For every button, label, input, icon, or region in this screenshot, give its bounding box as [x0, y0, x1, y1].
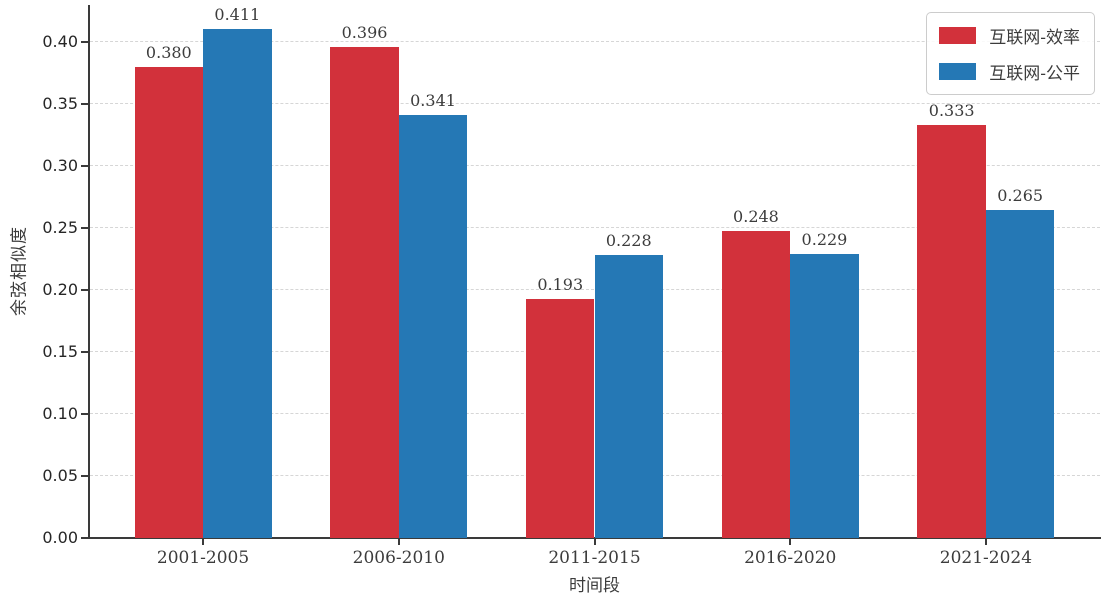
y-tick-mark: [81, 103, 88, 106]
bar-s0-c4: [917, 125, 986, 538]
bar-s1-c2: [594, 255, 663, 538]
x-tick-label: 2016-2020: [744, 548, 837, 568]
bar-value-label: 0.396: [341, 23, 388, 43]
y-tick-label: 0.05: [42, 466, 78, 486]
y-tick-mark: [81, 289, 88, 292]
x-tick-mark: [984, 539, 987, 545]
y-tick-mark: [81, 351, 88, 354]
bar-s1-c0: [203, 28, 272, 538]
bar-s0-c2: [526, 298, 595, 538]
x-tick-mark: [202, 539, 205, 545]
bar-value-label: 0.229: [801, 230, 848, 250]
y-tick-label: 0.15: [42, 342, 78, 362]
y-tick-label: 0.40: [42, 32, 78, 52]
y-tick-mark: [81, 41, 88, 44]
bar-value-label: 0.228: [605, 231, 652, 251]
bar-s1-c4: [985, 209, 1055, 538]
y-tick-label: 0.10: [42, 404, 78, 424]
bar-s0-c3: [721, 230, 791, 538]
legend: 互联网-效率 互联网-公平: [926, 12, 1095, 95]
y-axis-spine: [88, 5, 90, 539]
gridline: [90, 227, 1100, 229]
legend-label: 互联网-效率: [989, 28, 1080, 48]
bar-s0-c0: [134, 66, 204, 538]
gridline: [90, 165, 1100, 167]
y-tick-mark: [81, 475, 88, 478]
x-tick-label: 2006-2010: [352, 548, 445, 568]
x-tick-label: 2001-2005: [156, 548, 250, 568]
bar-value-label: 0.411: [214, 4, 261, 24]
bar-value-label: 0.248: [733, 206, 779, 226]
y-tick-label: 0.30: [42, 156, 78, 176]
legend-item: 互联网-效率: [939, 23, 1080, 48]
y-tick-label: 0.20: [42, 280, 78, 300]
bar-s1-c1: [398, 115, 468, 538]
y-axis-title: 余弦相似度: [9, 226, 30, 316]
x-tick-mark: [789, 539, 792, 545]
x-tick-mark: [593, 539, 596, 545]
bar-value-label: 0.193: [537, 274, 584, 294]
x-tick-mark: [397, 539, 400, 545]
y-tick-mark: [81, 537, 88, 539]
bar-value-label: 0.333: [928, 101, 975, 121]
bar-value-label: 0.265: [997, 185, 1044, 205]
x-tick-label: 2011-2015: [548, 548, 641, 568]
bar-value-label: 0.380: [145, 42, 192, 62]
bar-s0-c1: [330, 47, 399, 538]
gridline: [90, 103, 1100, 105]
x-axis-title: 时间段: [569, 576, 620, 596]
gridline: [90, 41, 1100, 43]
y-tick-mark: [81, 227, 88, 230]
legend-label: 互联网-公平: [989, 64, 1080, 84]
legend-swatch: [939, 63, 977, 80]
y-tick-label: 0.25: [42, 218, 78, 238]
legend-item: 互联网-公平: [939, 59, 1080, 84]
y-tick-mark: [81, 165, 88, 168]
bar-s1-c3: [790, 254, 859, 538]
x-axis-spine: [88, 537, 1101, 539]
x-tick-label: 2021-2024: [939, 548, 1033, 568]
legend-swatch: [939, 27, 977, 44]
y-tick-label: 0.35: [42, 94, 78, 114]
y-tick-label: 0.00: [42, 528, 78, 547]
y-tick-mark: [81, 413, 88, 416]
bar-value-label: 0.341: [410, 91, 456, 111]
